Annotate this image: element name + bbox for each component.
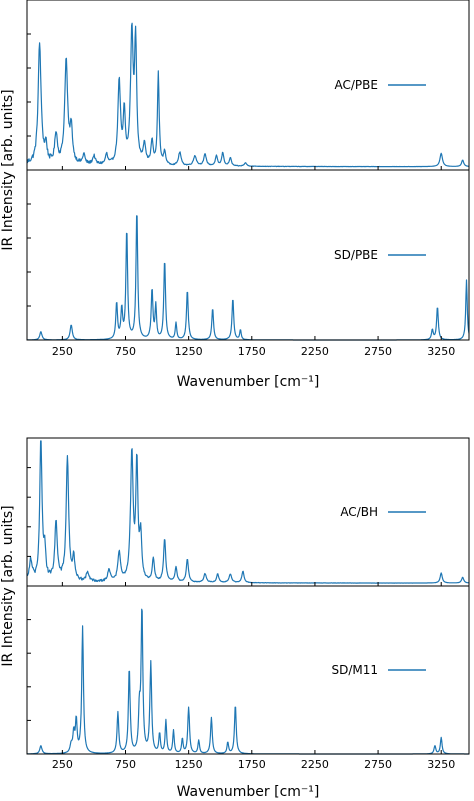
panel-sd-pbe: SD/PBE	[26, 169, 470, 341]
series-line	[26, 608, 470, 755]
x-tick-label: 2750	[364, 758, 392, 771]
legend-label: AC/PBE	[335, 78, 378, 92]
x-axis-title: Wavenumber [cm⁻¹]	[177, 374, 320, 390]
panel-frame	[26, 169, 470, 341]
x-tick-label: 1750	[238, 345, 266, 358]
x-axis-title: Wavenumber [cm⁻¹]	[177, 784, 320, 800]
panel-ac-bh: AC/BH	[26, 437, 470, 587]
x-tick-label: 1250	[175, 758, 203, 771]
x-tick-label: 250	[52, 345, 73, 358]
x-tick-label: 750	[115, 345, 136, 358]
x-tick-label: 750	[115, 758, 136, 771]
y-axis-title: IR Intensity [arb. units]	[0, 505, 16, 666]
panel-sd-m11: SD/M11	[26, 585, 470, 755]
x-tick-label: 2250	[301, 345, 329, 358]
bottom-figure: AC/BH SD/M11 250 750 1250 1750 2250 2750 3250 Wav…	[0, 437, 470, 800]
panel-ac-pbe: AC/PBE	[26, 0, 470, 171]
top-figure: AC/PBE SD/PBE 250 750 1250 1750 2250 2750 3250 Wa…	[0, 0, 470, 390]
x-tick-label: 2750	[364, 345, 392, 358]
x-tick-label: 250	[52, 758, 73, 771]
legend-label: SD/PBE	[334, 248, 378, 262]
x-tick-label: 3250	[427, 758, 455, 771]
x-tick-label: 1750	[238, 758, 266, 771]
legend-label: AC/BH	[340, 505, 378, 519]
y-axis-title: IR Intensity [arb. units]	[0, 89, 16, 250]
legend-label: SD/M11	[331, 663, 378, 677]
x-tick-label: 2250	[301, 758, 329, 771]
panel-frame	[26, 585, 470, 755]
series-line	[26, 440, 470, 584]
series-line	[26, 22, 470, 168]
x-tick-label: 3250	[427, 345, 455, 358]
x-tick-label: 1250	[175, 345, 203, 358]
series-line	[26, 215, 470, 341]
